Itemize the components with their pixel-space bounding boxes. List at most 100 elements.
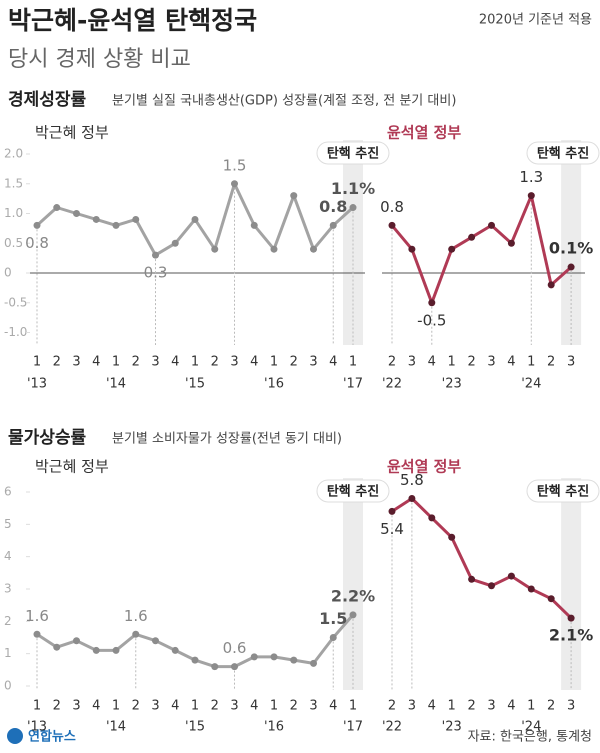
data-label: 1.6 [124,607,148,625]
x-tick-label: 4 [507,699,515,714]
data-point [329,221,337,229]
x-tick-label: 3 [408,699,416,714]
data-point [92,215,100,223]
impeachment-band [561,478,582,690]
logo: 연합뉴스 [28,729,76,745]
panel-title: 박근혜 정부 [35,124,109,142]
data-point [290,656,298,664]
x-tick-label: 1 [527,699,535,714]
x-tick-label: 1 [191,699,199,714]
x-tick-label: 1 [270,699,278,714]
x-tick-label: 2 [132,699,140,714]
y-tick-label: 1 [4,646,12,660]
impeachment-band [561,140,582,345]
data-point [527,192,535,200]
x-tick-label: 1 [448,699,456,714]
year-label: '24 [521,377,541,392]
data-point [250,221,258,229]
data-point [152,251,159,259]
section-title: 물가상승률 [8,428,87,448]
x-tick-label: 2 [290,355,298,370]
data-point [112,221,120,229]
x-tick-label: 3 [151,355,159,370]
data-label: 5.8 [400,471,424,489]
data-point [507,239,515,247]
x-tick-label: 1 [448,355,456,370]
year-label: '24 [521,720,541,735]
y-tick-label: 6 [4,485,12,499]
data-label: 0.8 [25,234,49,252]
year-label: '23 [442,720,462,735]
year-label: '14 [106,377,126,392]
x-tick-label: 3 [151,699,159,714]
y-tick-label: 0.5 [4,236,23,250]
x-tick-label: 1 [349,699,357,714]
x-tick-label: 2 [467,699,475,714]
x-tick-label: 4 [428,699,436,714]
data-point [310,245,317,253]
data-point [547,281,555,289]
x-tick-label: 4 [171,355,179,370]
data-point [310,659,317,667]
data-point [73,637,80,645]
data-point [270,653,278,661]
x-tick-label: 2 [547,355,555,370]
data-point [567,263,575,271]
data-point [152,637,159,645]
y-tick-label: 1.5 [4,176,23,190]
x-tick-label: 4 [329,355,337,370]
x-tick-label: 1 [33,699,41,714]
annotation: 탄핵 추진 [537,146,589,162]
data-point [408,494,416,502]
data-point [329,634,337,641]
data-point [132,215,140,223]
data-point [231,180,238,188]
data-point [388,221,396,229]
data-label: 0.3 [144,264,168,282]
y-tick-label: -0.5 [4,295,27,309]
data-label: 5.4 [380,520,404,538]
impeachment-band [343,140,363,345]
section-title: 경제성장률 [8,90,87,110]
x-tick-label: 4 [428,355,436,370]
x-tick-label: 3 [567,355,575,370]
x-tick-label: 2 [211,699,219,714]
data-point [250,653,258,661]
x-tick-label: 4 [507,355,515,370]
x-tick-label: 2 [53,355,61,370]
data-label: 0.1% [549,239,593,258]
annotation-box [526,141,600,165]
x-tick-label: 2 [290,699,298,714]
y-tick-label: -1.0 [4,325,27,339]
year-label: '15 [185,720,205,735]
data-point [191,656,199,664]
x-tick-label: 1 [527,355,535,370]
year-label: '16 [264,720,284,735]
data-point [270,245,278,253]
y-tick-label: 2 [4,614,12,628]
x-tick-label: 3 [230,355,238,370]
x-tick-label: 2 [53,699,61,714]
annotation-box [526,479,600,503]
data-label: -0.5 [417,311,446,329]
data-point [468,233,476,241]
data-point [171,239,179,247]
x-tick-label: 4 [92,355,100,370]
data-label: 0.8 [380,198,404,216]
data-label: 0.6 [223,639,247,657]
x-tick-label: 1 [349,355,357,370]
data-point [448,245,456,253]
x-tick-label: 1 [270,355,278,370]
year-label: '13 [27,377,47,392]
data-label: 1.1% [331,179,375,198]
data-label: 1.6 [25,607,49,625]
y-tick-label: 0 [4,266,12,280]
year-label: '17 [343,377,363,392]
data-point [507,572,515,580]
data-label: 1.5 [223,156,247,174]
x-tick-label: 1 [112,355,120,370]
data-point [231,663,238,671]
y-tick-label: 4 [4,549,12,563]
y-tick-label: 5 [4,517,12,531]
year-label: '22 [382,377,402,392]
